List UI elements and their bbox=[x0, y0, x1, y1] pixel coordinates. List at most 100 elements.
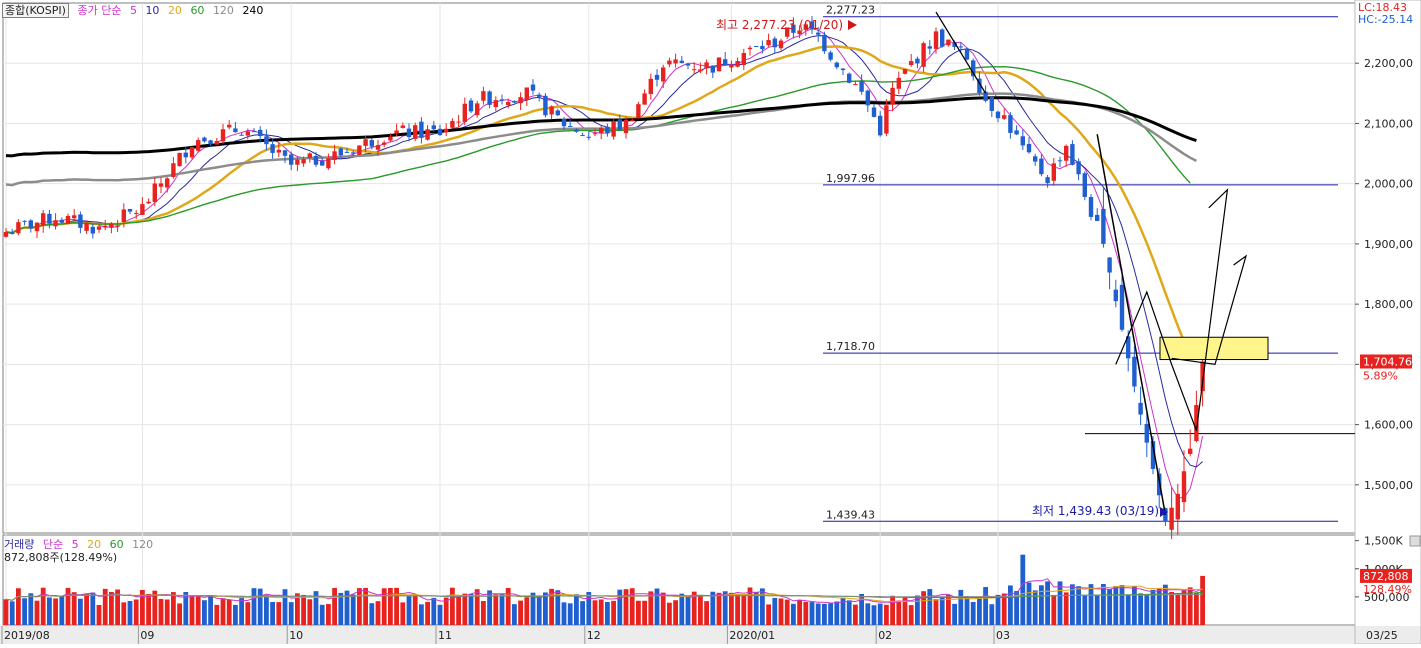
volume-bar bbox=[877, 603, 883, 625]
candle bbox=[661, 64, 666, 89]
candle-body bbox=[1169, 507, 1174, 530]
candle-body bbox=[1070, 144, 1075, 165]
volume-bar bbox=[834, 601, 840, 625]
volume-bars bbox=[3, 554, 1205, 625]
candle-body bbox=[580, 135, 585, 137]
candle-body bbox=[617, 119, 622, 130]
candle-body bbox=[716, 57, 722, 72]
ma-period-240[interactable]: 240 bbox=[242, 4, 264, 17]
price-tick-label-4: 1,800,00 bbox=[1364, 298, 1413, 311]
candle bbox=[320, 157, 325, 166]
ma-period-5[interactable]: 5 bbox=[129, 4, 137, 17]
candle bbox=[1045, 175, 1050, 188]
lc-value: LC:18.43 bbox=[1358, 1, 1408, 14]
candle-body bbox=[475, 103, 480, 116]
volume-bar bbox=[412, 595, 418, 625]
volume-ma-120[interactable]: 120 bbox=[132, 538, 154, 551]
candle bbox=[617, 114, 622, 132]
candle-body bbox=[1014, 130, 1019, 135]
candle-body bbox=[227, 124, 232, 128]
candle bbox=[84, 221, 89, 235]
volume-bar bbox=[1045, 581, 1050, 625]
candle-body bbox=[506, 101, 511, 106]
candle-body bbox=[264, 136, 269, 145]
candle-body bbox=[704, 62, 709, 69]
candle-body bbox=[778, 40, 784, 49]
candle bbox=[22, 220, 27, 226]
volume-bar bbox=[772, 597, 778, 625]
candle-body bbox=[183, 152, 188, 158]
volume-bar bbox=[815, 603, 821, 625]
ma-period-120[interactable]: 120 bbox=[212, 4, 234, 17]
volume-bar bbox=[1194, 592, 1199, 625]
candle bbox=[822, 31, 827, 54]
ma-line-10 bbox=[5, 35, 1203, 468]
candle-body bbox=[964, 48, 970, 60]
volume-bar bbox=[958, 589, 964, 625]
candle-body bbox=[785, 27, 790, 37]
index-name[interactable]: 종합(KOSPI) bbox=[2, 3, 69, 18]
volume-bar bbox=[195, 595, 201, 625]
volume-bar bbox=[338, 592, 344, 625]
candle bbox=[158, 177, 164, 194]
volume-ma-60[interactable]: 60 bbox=[109, 538, 124, 551]
volume-bar bbox=[84, 593, 89, 625]
high-label: 최고 2,277.23 (01/20) bbox=[716, 18, 843, 32]
candle bbox=[772, 36, 777, 53]
candle-body bbox=[313, 155, 319, 165]
candle bbox=[524, 87, 529, 107]
candle-body bbox=[834, 62, 839, 68]
candle-body bbox=[1033, 156, 1038, 162]
candle bbox=[202, 136, 207, 143]
ma-period-60[interactable]: 60 bbox=[190, 4, 205, 17]
candle-body bbox=[1138, 402, 1143, 415]
ma-period-20[interactable]: 20 bbox=[167, 4, 182, 17]
volume-bar bbox=[40, 587, 46, 625]
candle-body bbox=[741, 52, 746, 65]
volume-bar bbox=[1200, 575, 1205, 625]
candle bbox=[1082, 171, 1087, 201]
volume-bar bbox=[282, 589, 288, 625]
candle-body bbox=[177, 152, 182, 167]
volume-bar bbox=[313, 591, 319, 625]
candle-body bbox=[940, 29, 945, 47]
volume-tick-label-2: 500,000 bbox=[1364, 591, 1410, 604]
candle-body bbox=[413, 125, 418, 139]
candle bbox=[555, 108, 560, 117]
volume-bar bbox=[133, 599, 139, 625]
volume-bar bbox=[791, 603, 796, 625]
candle-body bbox=[59, 219, 64, 223]
candle-body bbox=[84, 223, 89, 231]
candle bbox=[654, 69, 660, 87]
candle-body bbox=[1175, 493, 1180, 520]
date-tick-label-7: 03 bbox=[996, 629, 1010, 642]
volume-bar bbox=[47, 597, 52, 625]
candle-body bbox=[1076, 161, 1081, 175]
volume-bar bbox=[1119, 585, 1125, 625]
candle-body bbox=[958, 46, 963, 48]
date-tick-label-5: 2020/01 bbox=[729, 629, 775, 642]
candle-body bbox=[481, 91, 486, 101]
ma-period-10[interactable]: 10 bbox=[145, 4, 160, 17]
volume-bar bbox=[34, 600, 40, 625]
volume-bar bbox=[617, 589, 623, 625]
volume-bar bbox=[1107, 589, 1112, 625]
candle-body bbox=[34, 222, 40, 232]
price-tick-label-2: 2,000,00 bbox=[1364, 178, 1413, 191]
volume-ma-20[interactable]: 20 bbox=[87, 538, 102, 551]
volume-bar bbox=[1144, 594, 1150, 625]
candle bbox=[729, 60, 734, 72]
volume-ma-5[interactable]: 5 bbox=[71, 538, 79, 551]
candle bbox=[983, 85, 988, 103]
moving-average-lines bbox=[5, 28, 1204, 499]
volume-bar bbox=[989, 604, 995, 625]
candle-body bbox=[605, 126, 610, 134]
candle bbox=[326, 153, 331, 170]
candle bbox=[189, 146, 195, 160]
candle bbox=[431, 120, 436, 132]
volume-title[interactable]: 거래량 bbox=[4, 538, 35, 551]
candle-body bbox=[276, 149, 281, 153]
volume-bar bbox=[871, 605, 877, 625]
candle-body bbox=[351, 152, 356, 154]
